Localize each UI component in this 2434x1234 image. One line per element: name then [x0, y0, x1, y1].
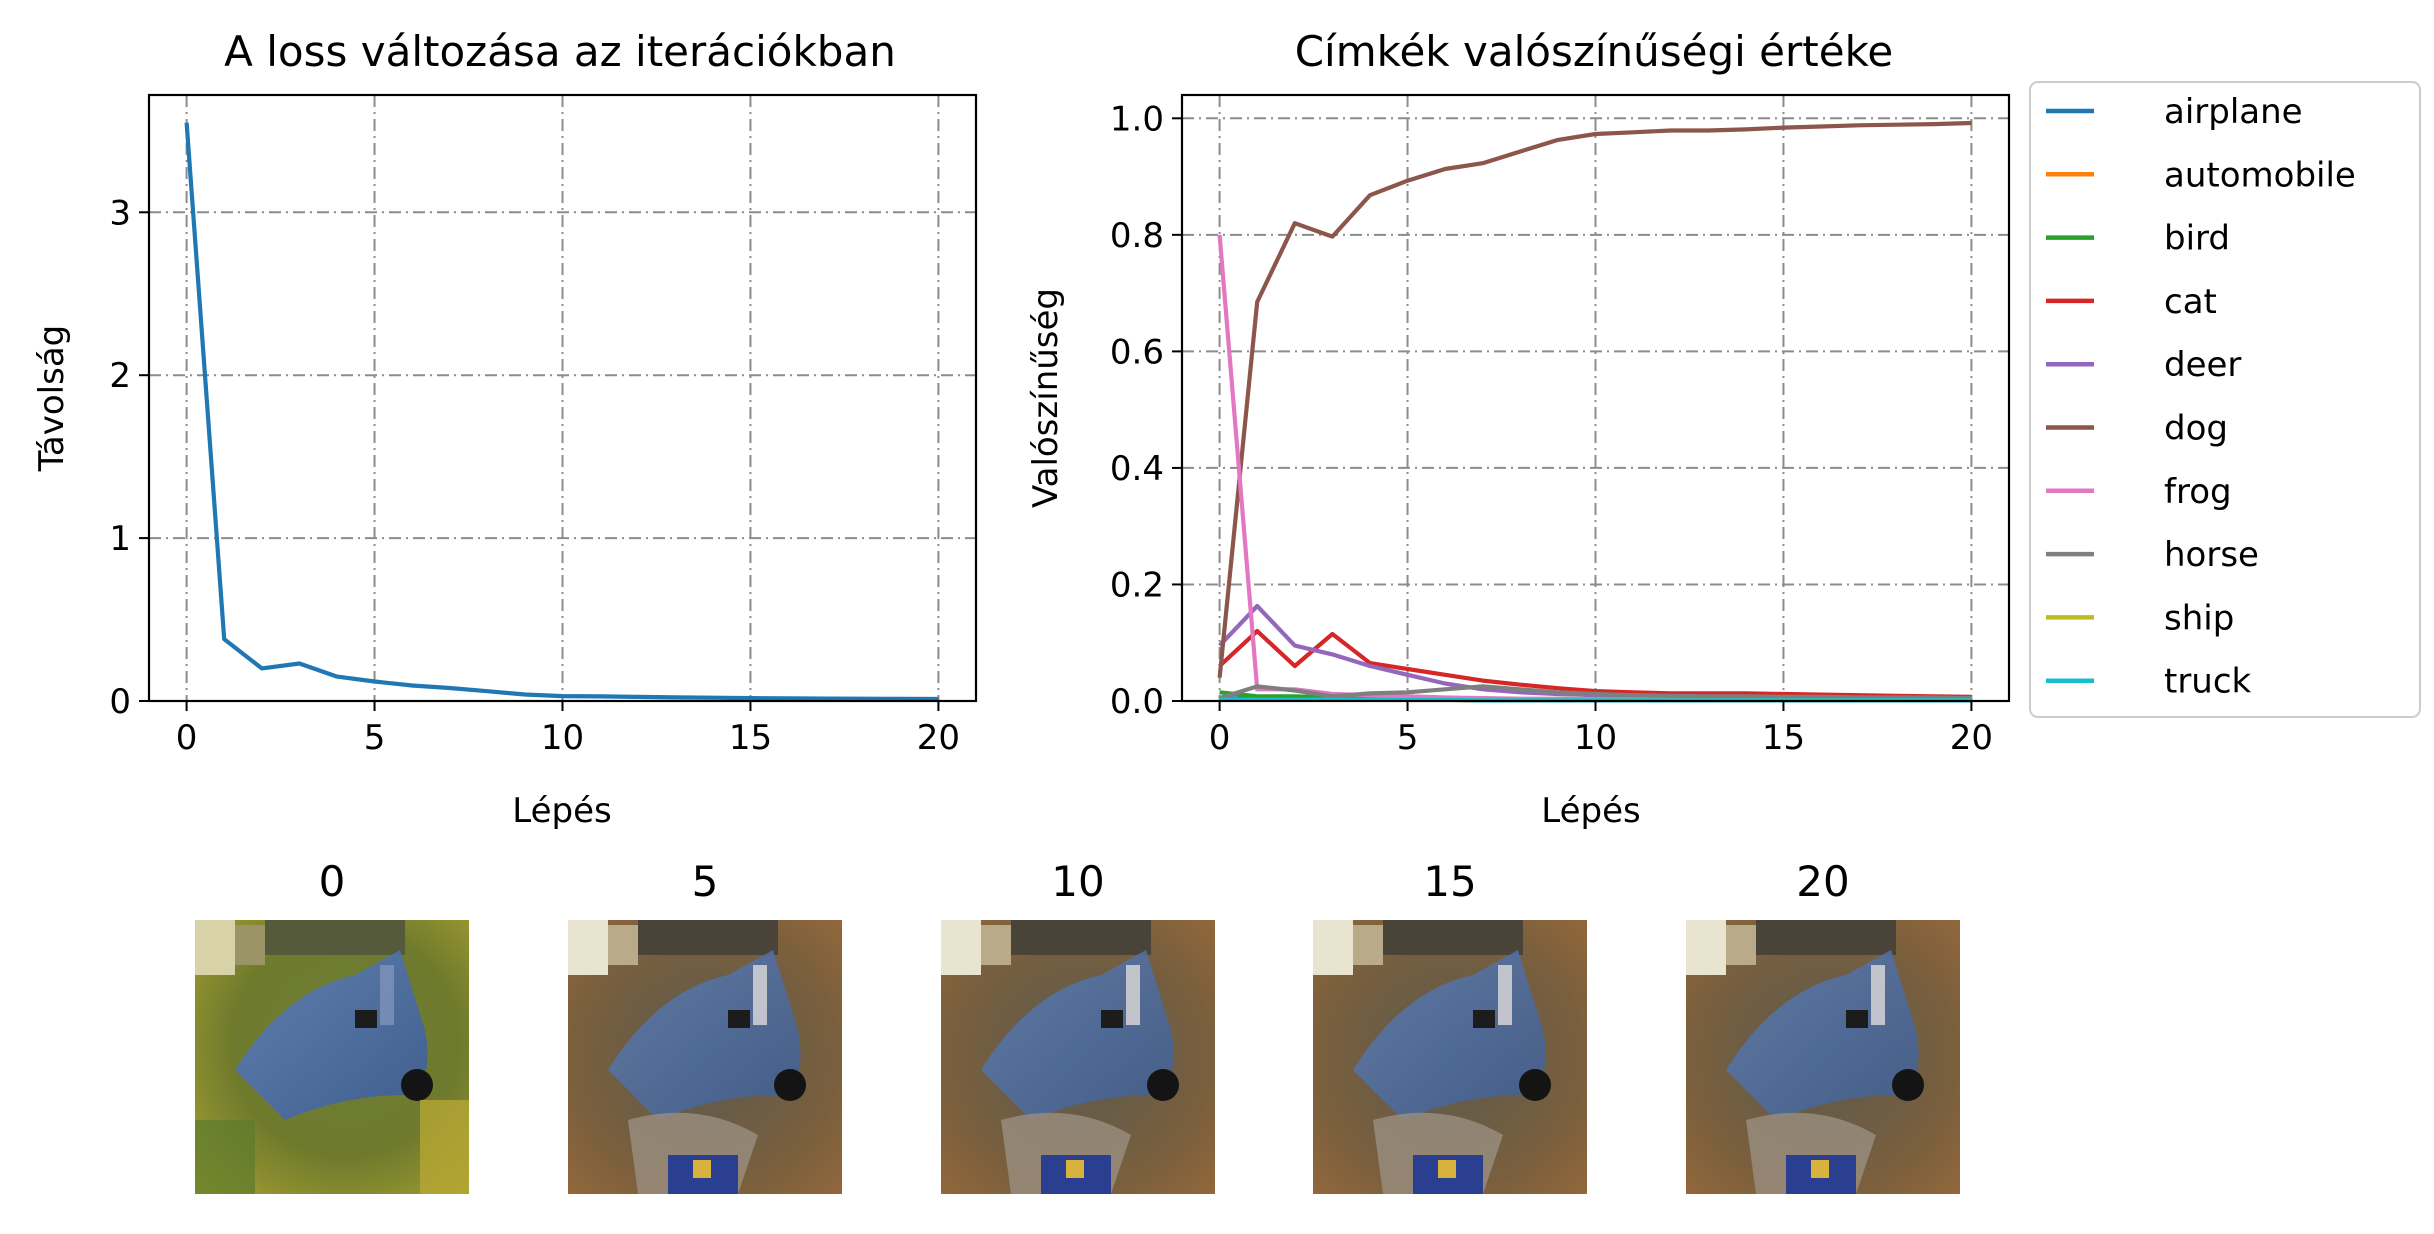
- dog-image: [1313, 920, 1587, 1194]
- probability-chart-grid: [1182, 95, 2009, 701]
- legend-label-automobile: automobile: [2164, 155, 2356, 195]
- probability-chart-frame: [1180, 93, 2011, 703]
- legend-label-airplane: airplane: [2164, 92, 2303, 132]
- probability-chart-xtick-label: 0: [1209, 718, 1231, 758]
- probability-chart-series-cat: [1218, 628, 1972, 699]
- probability-chart-title: Címkék valószínűségi értéke: [1295, 27, 1894, 76]
- probability-chart-ytick-label: 0.2: [1110, 565, 1164, 605]
- probability-chart-ytick-label: 1.0: [1110, 99, 1164, 139]
- loss-chart-series-loss: [184, 122, 939, 702]
- dog-image: [195, 920, 469, 1194]
- probability-chart-xtick-label: 20: [1950, 718, 1993, 758]
- probability-chart-xtick-label: 15: [1762, 718, 1805, 758]
- probability-chart-series-horse: [1218, 684, 1972, 701]
- loss-chart-lines: [184, 122, 939, 702]
- thumbnail-10: 10: [941, 857, 1215, 1194]
- thumbnail-15: 15: [1313, 857, 1587, 1194]
- thumbnail-5: 5: [568, 857, 842, 1194]
- loss-chart-ytick-label: 0: [109, 682, 131, 722]
- probability-chart-ytick-label: 0.0: [1110, 682, 1164, 722]
- probability-chart-ytick-label: 0.8: [1110, 216, 1164, 256]
- loss-chart-grid: [149, 95, 976, 701]
- loss-chart-xtick-label: 10: [541, 718, 584, 758]
- loss-chart-title: A loss változása az iterációkban: [224, 27, 896, 76]
- thumbnail-label: 10: [1051, 857, 1104, 906]
- loss-chart-xtick-label: 15: [729, 718, 772, 758]
- loss-chart: A loss változása az iterációkban 0 5 10 15 2…: [32, 27, 978, 831]
- probability-chart-ytick-label: 0.6: [1110, 332, 1164, 372]
- thumbnail-strip: 0 5 10 15 20: [195, 857, 1960, 1194]
- dog-image: [568, 920, 842, 1194]
- loss-chart-xtick-label: 20: [917, 718, 960, 758]
- thumbnail-label: 0: [319, 857, 346, 906]
- legend: airplane automobile bird cat deer dog frog hors…: [2029, 81, 2421, 718]
- loss-chart-ytick-label: 3: [109, 193, 131, 233]
- loss-chart-ytick-label: 2: [109, 356, 131, 396]
- loss-chart-xtick-label: 0: [176, 718, 198, 758]
- probability-chart: Címkék valószínűségi értéke 0 5 10 15 200.00…: [1026, 27, 2011, 831]
- legend-label-ship: ship: [2164, 598, 2234, 638]
- thumbnail-0: 0: [195, 857, 469, 1194]
- probability-chart-xlabel: Lépés: [1541, 791, 1640, 831]
- legend-label-truck: truck: [2164, 662, 2252, 702]
- probability-chart-ytick-label: 0.4: [1110, 449, 1164, 489]
- probability-chart-series-dog: [1217, 120, 1972, 678]
- legend-box: [2029, 81, 2421, 718]
- legend-label-frog: frog: [2164, 472, 2232, 512]
- thumbnail-label: 15: [1423, 857, 1476, 906]
- thumbnail-label: 5: [692, 857, 719, 906]
- thumbnail-20: 20: [1686, 857, 1960, 1194]
- loss-chart-frame: [147, 93, 978, 703]
- loss-chart-ylabel: Távolság: [32, 325, 72, 472]
- loss-chart-xlabel: Lépés: [512, 791, 611, 831]
- probability-chart-ylabel: Valószínűség: [1026, 288, 1066, 508]
- probability-chart-xtick-label: 10: [1574, 718, 1617, 758]
- loss-chart-ticks: 0 5 10 15 20 0 1 2 3: [109, 193, 960, 758]
- legend-label-bird: bird: [2164, 219, 2230, 259]
- legend-label-horse: horse: [2164, 535, 2259, 575]
- loss-chart-xtick-label: 5: [364, 718, 386, 758]
- probability-chart-ticks: 0 5 10 15 20 0.0 0.2 0.4 0.6 0.8 1.0: [1110, 99, 1993, 758]
- probability-chart-lines: [1217, 120, 1972, 703]
- legend-label-dog: dog: [2164, 409, 2228, 449]
- legend-label-cat: cat: [2164, 282, 2217, 322]
- dog-image: [1686, 920, 1960, 1194]
- legend-label-deer: deer: [2164, 345, 2241, 385]
- thumbnail-label: 20: [1796, 857, 1849, 906]
- probability-chart-xtick-label: 5: [1397, 718, 1419, 758]
- loss-chart-ytick-label: 1: [109, 519, 131, 559]
- dog-image: [941, 920, 1215, 1194]
